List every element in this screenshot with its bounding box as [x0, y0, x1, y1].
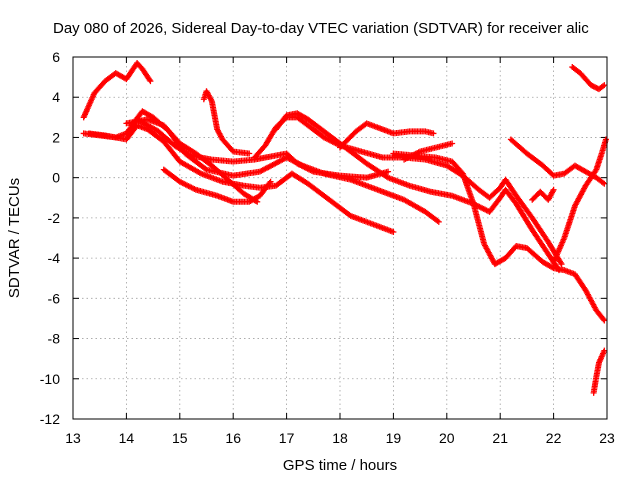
- data-series-track-5: [160, 166, 274, 205]
- y-axis-label: SDTVAR / TECUs: [6, 178, 23, 298]
- y-tick-label: -4: [48, 250, 61, 266]
- x-axis-label: GPS time / hours: [283, 457, 397, 474]
- data-point-marker: [601, 347, 608, 354]
- y-tick-label: -2: [48, 210, 61, 226]
- data-point-marker: [602, 136, 609, 143]
- data-series-track-7: [200, 88, 253, 157]
- data-point-marker: [601, 317, 608, 324]
- data-point-marker: [435, 218, 442, 225]
- y-tick-label: 0: [52, 170, 60, 186]
- data-point-marker: [434, 217, 441, 224]
- data-point-marker: [558, 261, 565, 268]
- data-series-track-12: [390, 150, 608, 324]
- plot-frame: [72, 56, 608, 420]
- data-series-track-17: [529, 186, 557, 203]
- data-point-marker: [449, 140, 456, 147]
- x-tick-label: 13: [65, 430, 81, 446]
- data-point-marker: [146, 76, 153, 83]
- x-tick-label: 18: [332, 430, 348, 446]
- x-tick-label: 19: [386, 430, 402, 446]
- x-tick-label: 23: [599, 430, 615, 446]
- data-series: [80, 60, 609, 396]
- data-series-track-6: [123, 116, 261, 205]
- data-series-track-14: [550, 136, 609, 266]
- data-point-marker: [590, 83, 597, 90]
- data-point-marker: [599, 83, 606, 90]
- chart-title: Day 080 of 2026, Sidereal Day-to-day VTE…: [53, 20, 589, 37]
- data-series-track-3: [86, 122, 397, 235]
- data-point-marker: [202, 165, 209, 172]
- data-point-marker: [589, 82, 596, 89]
- data-point-marker: [254, 198, 261, 205]
- data-point-marker: [601, 82, 608, 89]
- data-point-marker: [385, 168, 392, 175]
- gridlines: [73, 57, 607, 419]
- data-point-marker: [267, 178, 274, 185]
- data-series-track-1: [80, 60, 154, 121]
- y-tick-label: -10: [40, 371, 60, 387]
- data-series-track-4: [128, 108, 442, 225]
- data-point-marker: [430, 130, 437, 137]
- data-series-track-16: [590, 347, 608, 396]
- data-point-marker: [550, 186, 557, 193]
- y-tick-label: -8: [48, 331, 61, 347]
- y-tick-label: -6: [48, 290, 61, 306]
- data-series-track-10: [337, 120, 437, 151]
- data-series-track-15: [569, 64, 608, 93]
- data-point-marker: [266, 179, 273, 186]
- data-point-marker: [591, 84, 598, 91]
- y-tick-label: 4: [52, 89, 60, 105]
- y-tick-label: 2: [52, 129, 60, 145]
- x-tick-labels: 13 14 15 16 17 18 19 20 21 22 23: [65, 430, 615, 446]
- data-point-marker: [587, 82, 594, 89]
- y-tick-label: 6: [52, 49, 60, 65]
- data-point-marker: [390, 228, 397, 235]
- data-point-marker: [252, 197, 259, 204]
- data-point-marker: [246, 150, 253, 157]
- data-point-marker: [147, 78, 154, 85]
- data-point-marker: [600, 316, 607, 323]
- x-tick-label: 16: [225, 430, 241, 446]
- data-point-marker: [601, 180, 608, 187]
- x-tick-label: 22: [546, 430, 562, 446]
- x-tick-label: 14: [119, 430, 135, 446]
- data-series-track-13: [507, 136, 608, 187]
- x-tick-label: 15: [172, 430, 188, 446]
- data-series-track-9: [272, 110, 562, 274]
- x-tick-label: 17: [279, 430, 295, 446]
- data-point-marker: [599, 179, 606, 186]
- x-tick-label: 21: [492, 430, 508, 446]
- y-tick-label: -12: [40, 411, 60, 427]
- data-point-marker: [549, 264, 556, 271]
- y-tick-labels: 6 4 2 0 -2 -4 -6 -8 -10 -12: [40, 49, 60, 427]
- x-tick-label: 20: [439, 430, 455, 446]
